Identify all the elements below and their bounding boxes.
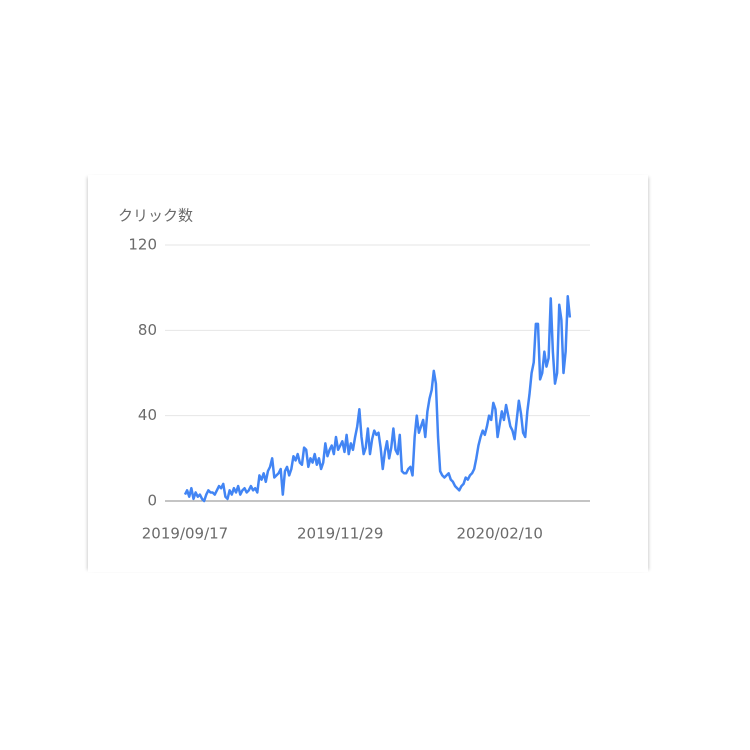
x-tick-label: 2019/11/29 [297, 525, 383, 543]
y-tick-label: 40 [138, 406, 157, 424]
line-series [183, 294, 572, 503]
y-tick-label: 0 [147, 492, 157, 510]
chart-title: クリック数 [118, 207, 193, 225]
x-tick-label: 2020/02/10 [456, 525, 542, 543]
y-tick-label: 80 [138, 321, 157, 339]
y-tick-label: 120 [128, 236, 157, 254]
x-tick-label: 2019/09/17 [142, 525, 228, 543]
